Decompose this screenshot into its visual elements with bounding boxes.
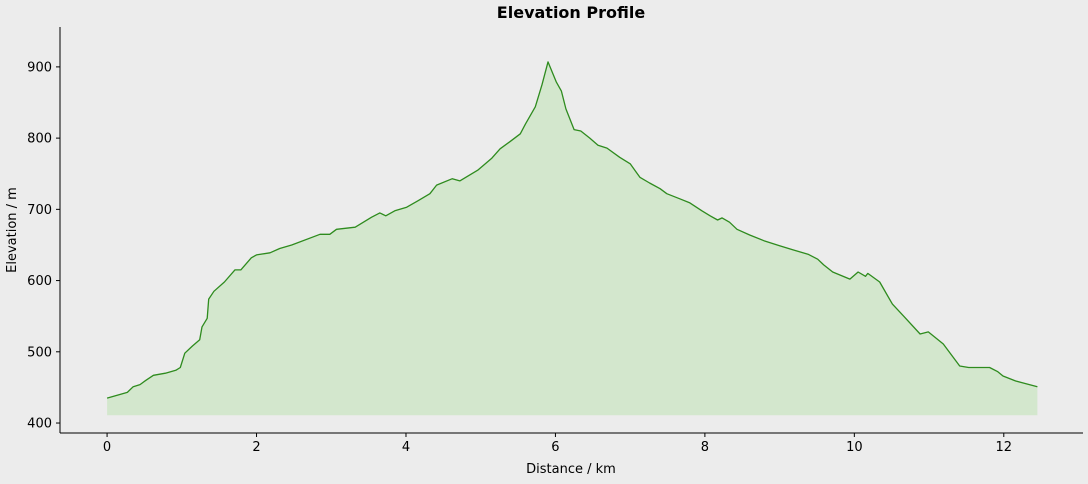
x-tick-label: 10 (846, 440, 863, 455)
y-axis-label: Elevation / m (5, 187, 20, 273)
x-tick-label: 4 (402, 440, 410, 455)
x-tick-label: 12 (996, 440, 1013, 455)
plot-area: 0 2 4 6 8 10 12 400 500 600 700 800 900 (27, 27, 1083, 455)
x-tick-label: 2 (252, 440, 260, 455)
elevation-line (106, 61, 1038, 399)
y-tick-label: 700 (27, 203, 52, 218)
x-axis-label: Distance / km (526, 462, 616, 477)
x-tick-label: 0 (103, 440, 111, 455)
x-tick-label: 6 (551, 440, 559, 455)
elevation-area-fill (107, 61, 1038, 416)
chart-title: Elevation Profile (497, 3, 646, 22)
y-tick-label: 800 (27, 132, 52, 147)
y-tick-label: 900 (27, 60, 52, 75)
y-tick-label: 500 (27, 345, 52, 360)
y-tick-label: 400 (27, 417, 52, 432)
y-tick-label: 600 (27, 274, 52, 289)
x-tick-label: 8 (701, 440, 709, 455)
